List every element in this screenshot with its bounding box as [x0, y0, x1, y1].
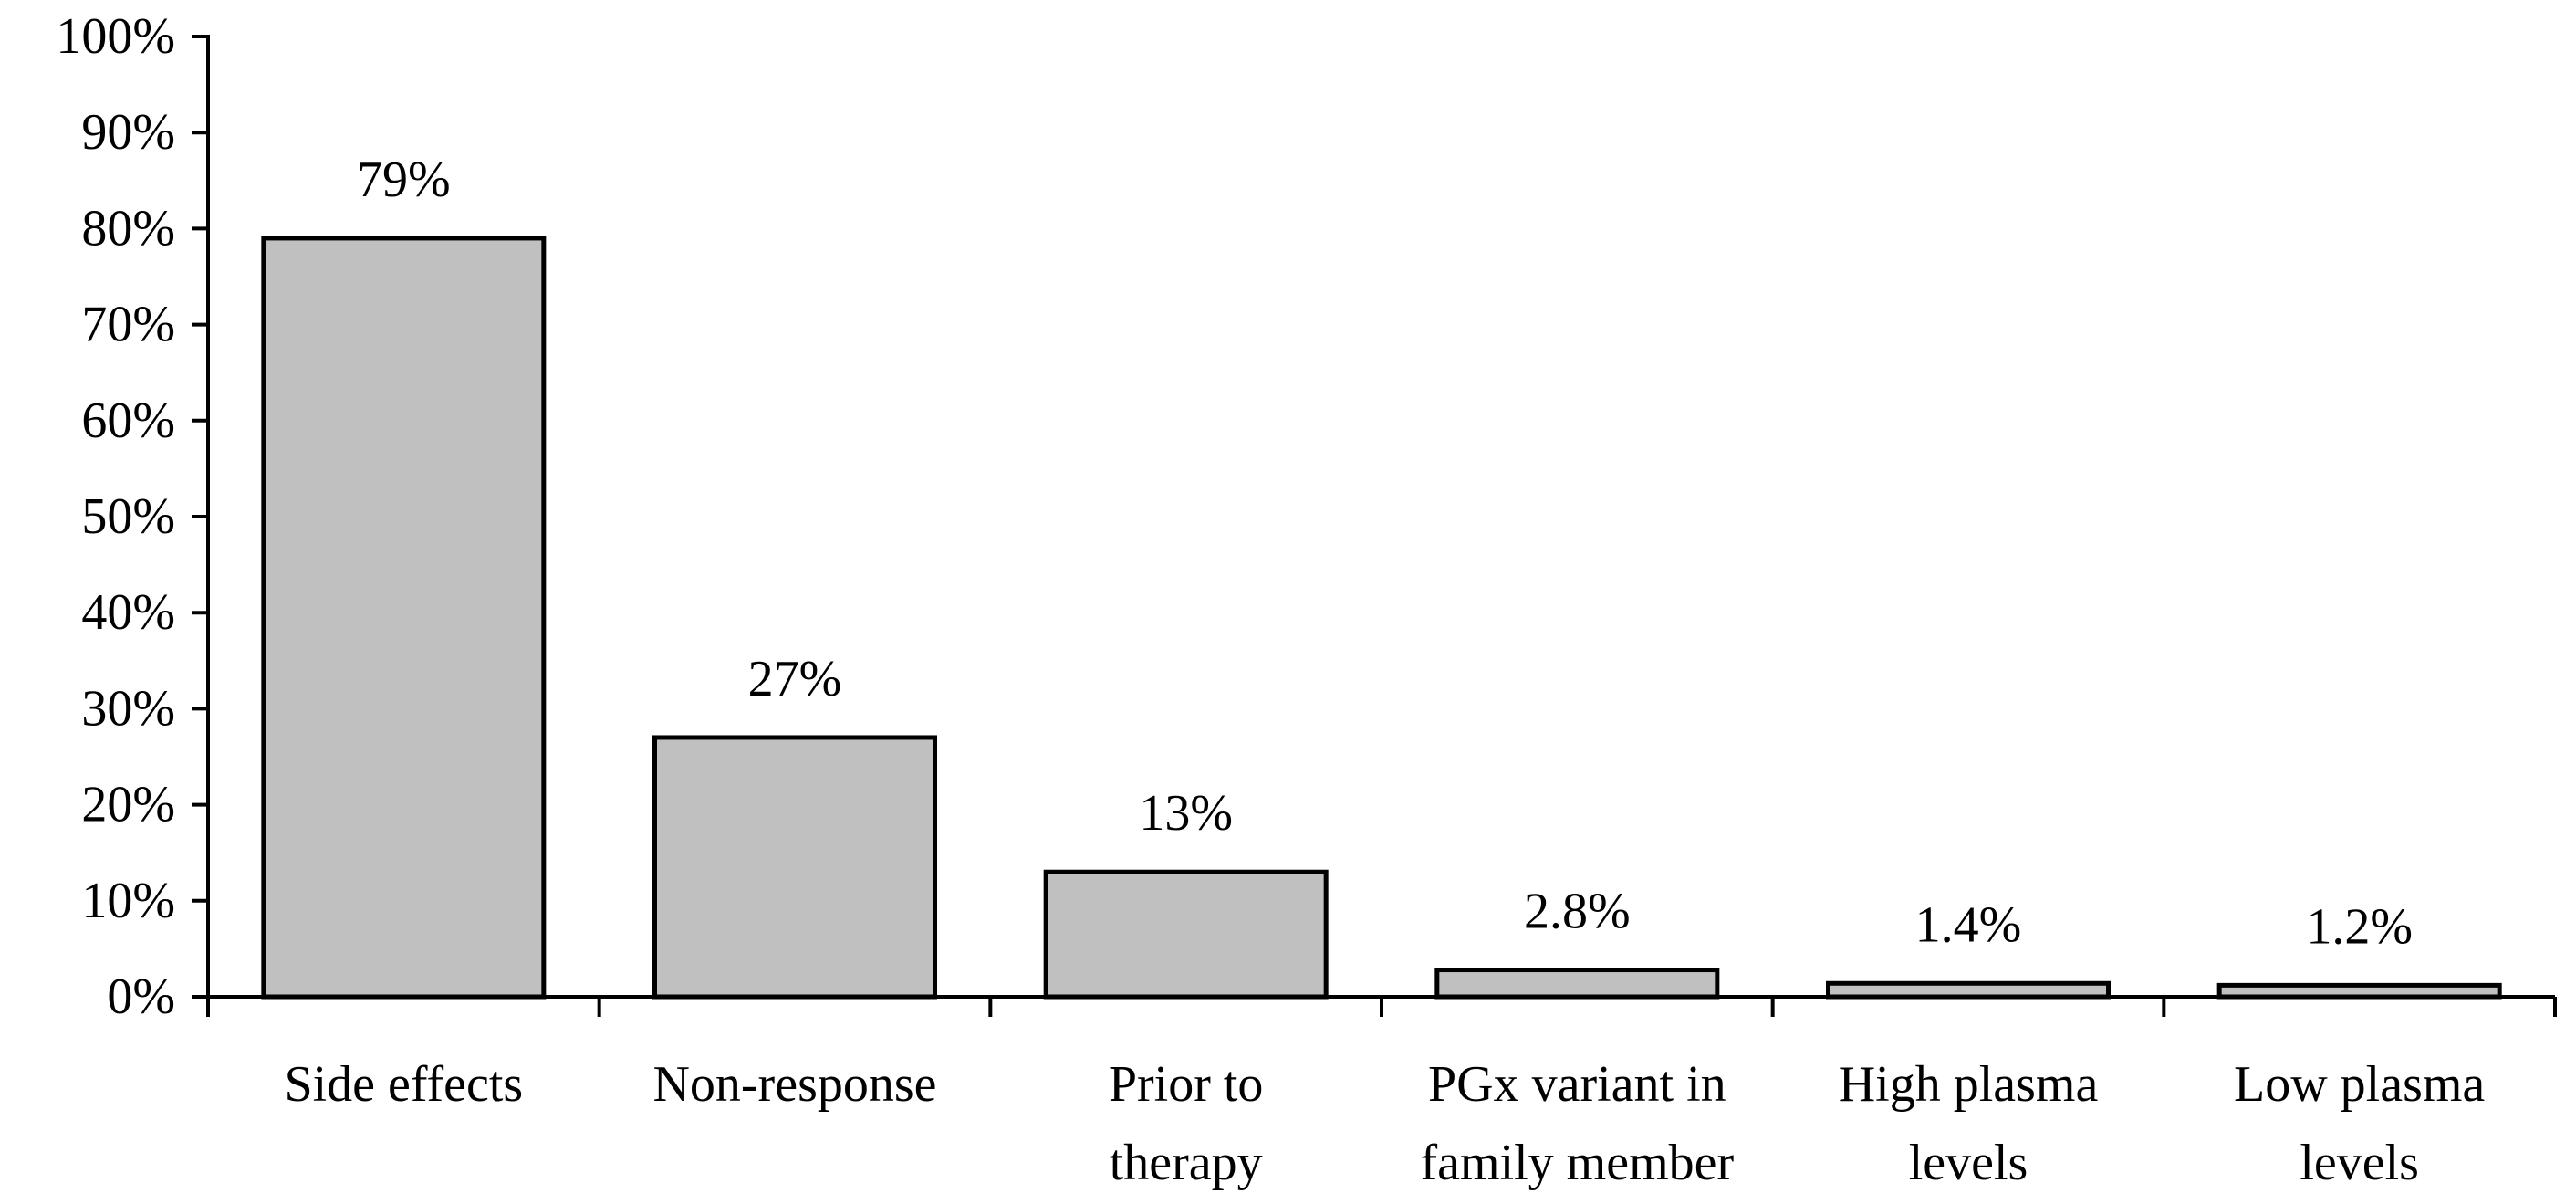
y-tick-label: 100%	[56, 8, 175, 65]
bar	[1434, 968, 1720, 1000]
category-label: levels	[1909, 1135, 2028, 1191]
y-tick-label: 40%	[81, 584, 175, 641]
y-tick-label: 30%	[81, 680, 175, 737]
data-labels: 79% 27% 13% 2.8% 1.4% 1.2%	[357, 152, 2413, 955]
category-labels: Side effects Non-response Prior to therapy P…	[284, 1056, 2485, 1191]
bars	[261, 236, 2502, 1000]
category-label: therapy	[1110, 1135, 1263, 1191]
y-axis-ticks: 0% 10% 20% 30% 40% 50% 60% 70% 80% 90% 100%	[56, 8, 208, 1025]
y-tick-label: 20%	[81, 777, 175, 833]
data-label: 1.2%	[2306, 898, 2413, 955]
y-tick-label: 80%	[81, 200, 175, 257]
category-label: Prior to	[1109, 1056, 1264, 1113]
bar	[1043, 869, 1329, 1000]
category-label: levels	[2300, 1135, 2419, 1191]
data-label: 13%	[1139, 785, 1233, 842]
y-tick-label: 50%	[81, 488, 175, 545]
category-label: High plasma	[1839, 1056, 2099, 1113]
category-label: Low plasma	[2234, 1056, 2485, 1113]
bar	[1826, 980, 2111, 1000]
data-label: 79%	[357, 152, 451, 208]
data-label: 2.8%	[1524, 884, 1631, 940]
y-tick-label: 90%	[81, 104, 175, 161]
y-tick-label: 70%	[81, 297, 175, 353]
category-label: Side effects	[284, 1056, 523, 1113]
y-tick-label: 10%	[81, 873, 175, 929]
category-label: Non-response	[652, 1056, 936, 1113]
data-label: 27%	[748, 651, 842, 707]
bar	[261, 236, 547, 1000]
data-label: 1.4%	[1915, 896, 2022, 953]
category-label: family member	[1421, 1135, 1735, 1191]
axes	[206, 35, 2555, 999]
category-label: PGx variant in	[1428, 1056, 1726, 1113]
bar	[652, 735, 937, 1000]
x-axis-ticks	[206, 997, 2557, 1017]
y-tick-label: 0%	[107, 968, 175, 1025]
y-tick-label: 60%	[81, 393, 175, 449]
